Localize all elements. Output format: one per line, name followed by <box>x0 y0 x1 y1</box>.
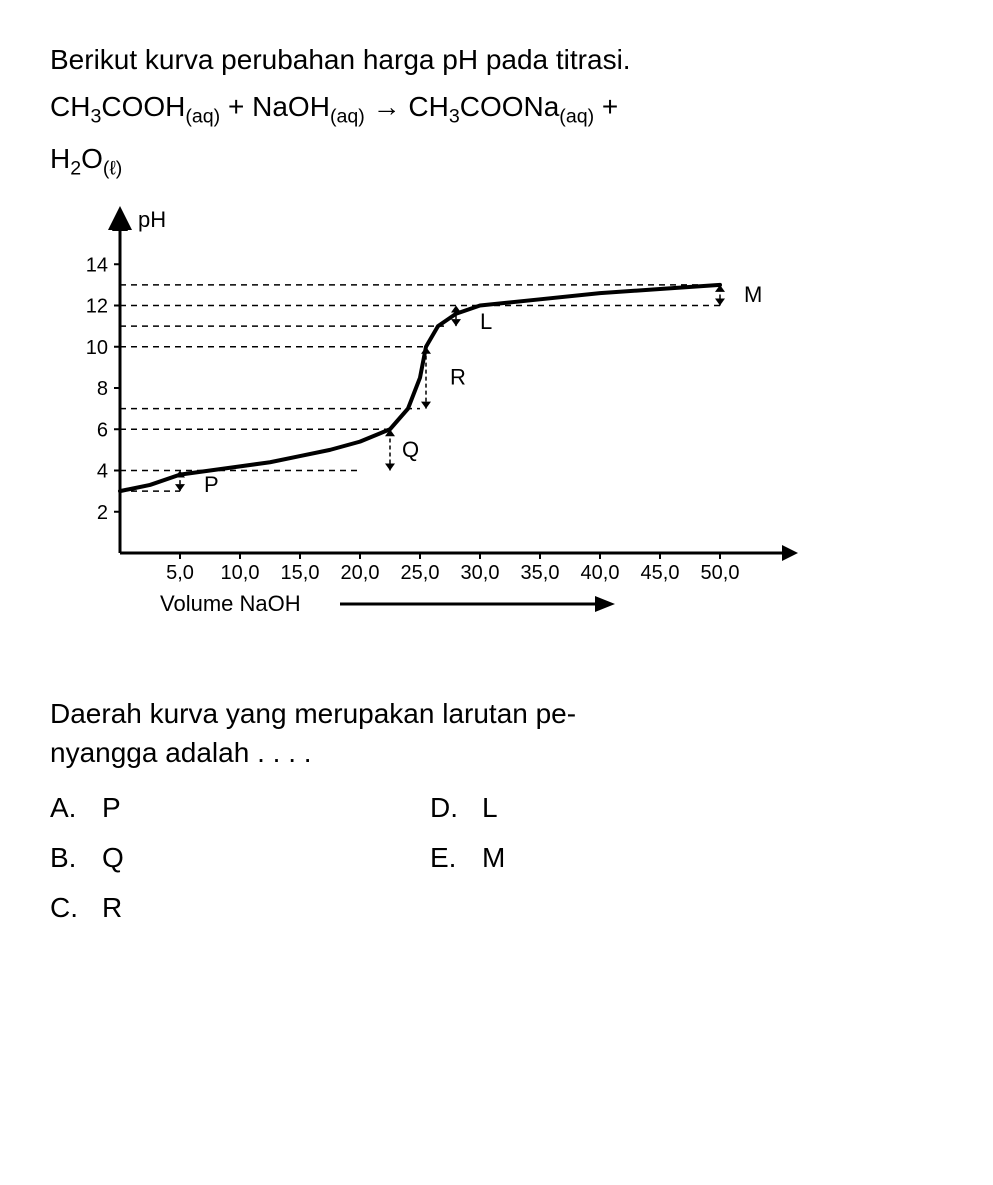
svg-text:50,0: 50,0 <box>701 562 740 584</box>
svg-text:5,0: 5,0 <box>166 562 194 584</box>
options-block: A. P D. L B. Q E. M C. R <box>50 783 943 934</box>
question-text: Daerah kurva yang merupakan larutan pe- … <box>50 694 943 772</box>
svg-text:14: 14 <box>86 254 108 276</box>
svg-text:pH: pH <box>138 207 166 232</box>
option-d: D. L <box>430 783 810 833</box>
svg-text:L: L <box>480 309 492 334</box>
svg-text:45,0: 45,0 <box>641 562 680 584</box>
svg-text:Volume NaOH: Volume NaOH <box>160 591 301 616</box>
titration-chart: pH 2 4 6 8 10 12 14 5,0 10,0 15,0 20,0 25,0 30,0 35,0 4… <box>50 203 943 678</box>
svg-text:10,0: 10,0 <box>221 562 260 584</box>
intro-line: Berikut kurva perubahan harga pH pada ti… <box>50 40 943 79</box>
svg-text:M: M <box>744 282 762 307</box>
svg-text:12: 12 <box>86 296 108 318</box>
svg-text:30,0: 30,0 <box>461 562 500 584</box>
option-c: C. R <box>50 883 430 933</box>
svg-text:2: 2 <box>97 502 108 524</box>
svg-text:10: 10 <box>86 337 108 359</box>
reaction-line-1: CH3COOH(aq) + NaOH(aq) → CH3COONa(aq) + <box>50 87 943 131</box>
svg-text:8: 8 <box>97 378 108 400</box>
reaction-line-2: H2O(ℓ) <box>50 139 943 183</box>
svg-text:4: 4 <box>97 461 108 483</box>
svg-text:Q: Q <box>402 437 419 462</box>
option-b: B. Q <box>50 833 430 883</box>
svg-text:P: P <box>204 472 219 497</box>
svg-text:20,0: 20,0 <box>341 562 380 584</box>
option-a: A. P <box>50 783 430 833</box>
svg-text:R: R <box>450 365 466 390</box>
option-e: E. M <box>430 833 810 883</box>
chart-svg: pH 2 4 6 8 10 12 14 5,0 10,0 15,0 20,0 25,0 30,0 35,0 4… <box>50 203 820 673</box>
svg-text:6: 6 <box>97 419 108 441</box>
svg-text:15,0: 15,0 <box>281 562 320 584</box>
svg-text:40,0: 40,0 <box>581 562 620 584</box>
svg-text:25,0: 25,0 <box>401 562 440 584</box>
intro-text: Berikut kurva perubahan harga pH pada ti… <box>50 44 631 75</box>
svg-text:35,0: 35,0 <box>521 562 560 584</box>
